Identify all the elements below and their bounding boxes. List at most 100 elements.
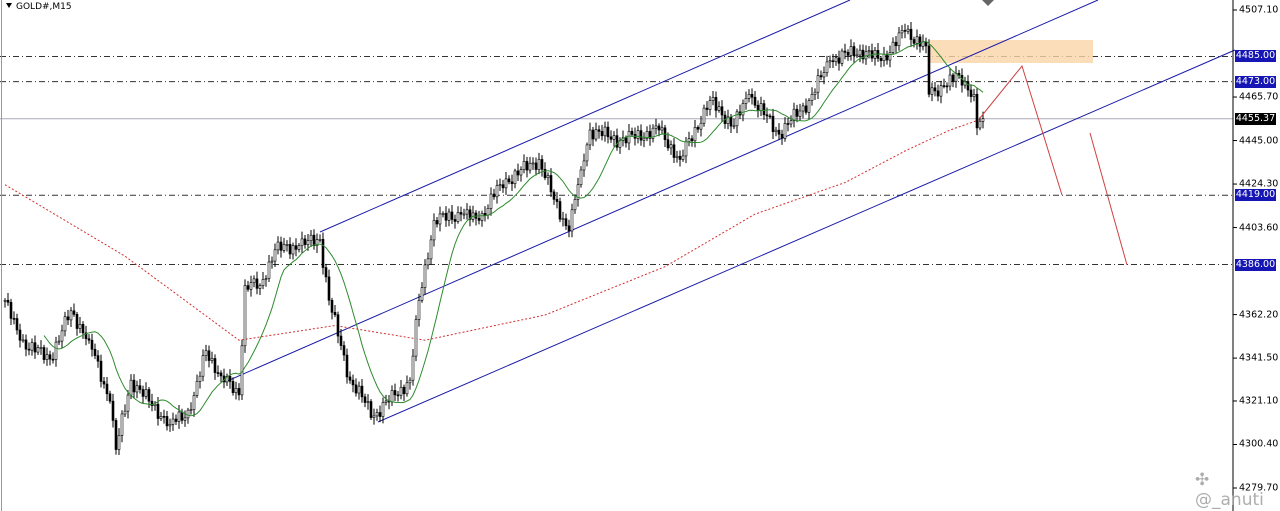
candle [318, 239, 322, 241]
candle [234, 388, 238, 393]
candle [609, 136, 613, 140]
candle [759, 103, 763, 111]
candle [306, 240, 310, 245]
watermark: ✣ @_anuti [1195, 470, 1264, 510]
channel-upper-line [319, 0, 851, 233]
candle [813, 91, 817, 95]
candle [771, 115, 775, 133]
candle [642, 137, 646, 141]
candle [168, 424, 172, 427]
candle [741, 103, 745, 116]
candle [615, 135, 619, 148]
candle [126, 394, 130, 412]
candle [279, 241, 283, 251]
candle [714, 97, 718, 111]
candle [432, 220, 436, 241]
candle [927, 45, 931, 95]
candle [459, 212, 463, 215]
candle [237, 388, 241, 396]
candle [351, 379, 355, 386]
candle [852, 46, 856, 57]
candle [903, 30, 907, 32]
candle [363, 396, 367, 403]
candle [651, 127, 655, 139]
candle [45, 354, 49, 360]
candle [435, 220, 439, 225]
candle [957, 72, 961, 76]
candle [582, 160, 586, 171]
candle [510, 181, 514, 184]
candle [585, 144, 589, 162]
candle [66, 316, 70, 321]
candle [414, 319, 418, 357]
candle [111, 400, 115, 421]
candle [102, 381, 106, 385]
candle [174, 418, 178, 422]
chart-title[interactable]: GOLD#,M15 [6, 2, 72, 12]
candle [573, 199, 577, 211]
axis-tick-label: 4465.70 [1239, 91, 1279, 103]
candle [381, 402, 385, 417]
candle [132, 379, 136, 393]
candle [63, 316, 67, 332]
candle [816, 75, 820, 93]
candle [213, 358, 217, 373]
axis-tick-label: 4279.70 [1239, 482, 1279, 494]
axis-ticks [1233, 9, 1237, 489]
candle [666, 139, 670, 149]
candle [681, 155, 685, 160]
candle [357, 385, 361, 394]
candle [783, 123, 787, 139]
candle [831, 60, 835, 63]
candle [105, 383, 109, 395]
candle [378, 412, 382, 417]
candle [753, 96, 757, 106]
candle [288, 244, 292, 255]
candle [123, 410, 127, 415]
candle [48, 354, 52, 360]
candle [75, 314, 79, 329]
candle [225, 376, 229, 383]
diamond-marker-icon [982, 0, 994, 6]
candle [354, 384, 358, 394]
dropdown-triangle-icon [6, 3, 12, 8]
candle [423, 264, 427, 288]
candle [465, 209, 469, 215]
candle [657, 125, 661, 131]
candle [747, 93, 751, 99]
candle [450, 211, 454, 220]
candle [183, 417, 187, 421]
candle [696, 127, 700, 130]
candle [324, 267, 328, 278]
candle [72, 310, 76, 315]
candle [255, 278, 259, 289]
candle [939, 85, 943, 97]
candle [624, 137, 628, 144]
candle [687, 138, 691, 142]
candle [600, 131, 604, 137]
candle [315, 239, 319, 246]
candle [807, 100, 811, 113]
candle [201, 355, 205, 377]
candle [231, 381, 235, 393]
candle [834, 57, 838, 63]
candle [762, 103, 766, 116]
candle [219, 372, 223, 377]
candle [612, 135, 616, 140]
candle [702, 107, 706, 124]
axis-tick-label: 4341.50 [1239, 352, 1279, 364]
candle [519, 169, 523, 176]
candle [699, 122, 703, 130]
candle [885, 53, 889, 61]
candle [120, 413, 124, 436]
candle [27, 348, 31, 351]
candle [627, 130, 631, 144]
candle [171, 418, 175, 425]
candle [297, 245, 301, 250]
candle [204, 350, 208, 356]
candle [645, 131, 649, 139]
candle [15, 318, 19, 331]
candle [309, 234, 313, 242]
candle [765, 114, 769, 117]
